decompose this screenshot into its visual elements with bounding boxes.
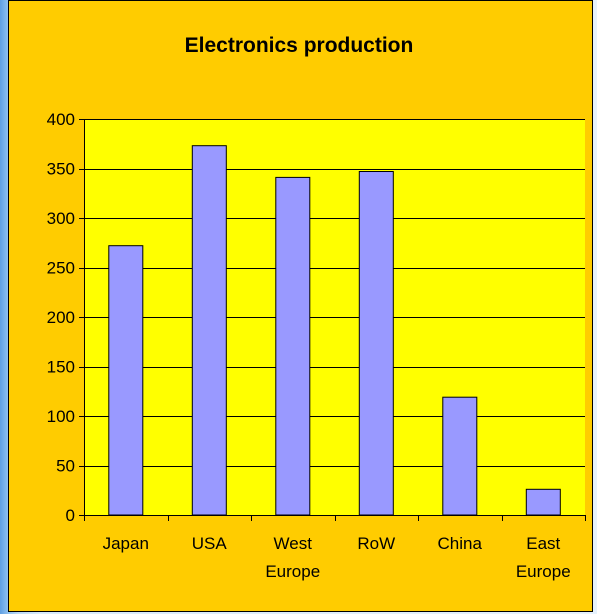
bar — [358, 171, 394, 516]
y-tick-labels: 0 50 100 150 200 250 300 350 400 — [47, 110, 75, 525]
bar — [275, 176, 311, 516]
y-tick-label: 250 — [47, 259, 75, 278]
y-tick-label: 400 — [47, 110, 75, 129]
x-tick-label: East Europe — [516, 534, 571, 581]
x-tick-label: China — [438, 534, 483, 553]
bar — [108, 245, 144, 516]
gridlines — [84, 119, 585, 467]
y-tick-label: 150 — [47, 358, 75, 377]
x-tick-label: Japan — [103, 534, 149, 553]
x-tick-label: RoW — [357, 534, 395, 553]
x-tick-label: West Europe — [265, 534, 320, 581]
axes — [79, 119, 586, 521]
y-tick-label: 350 — [47, 160, 75, 179]
y-tick-label: 50 — [56, 457, 75, 476]
bar — [525, 488, 561, 516]
y-tick-label: 0 — [66, 506, 75, 525]
x-tick-label: USA — [192, 534, 228, 553]
chart-area: Electronics production 0 50 100 150 200 250 30… — [8, 0, 593, 612]
x-tick-labels: Japan USA West Europe RoW China East Europe — [103, 534, 571, 581]
bars — [108, 145, 561, 516]
y-tick-label: 300 — [47, 209, 75, 228]
bar — [442, 396, 478, 516]
y-tick-label: 100 — [47, 407, 75, 426]
chart-title: Electronics production — [185, 34, 414, 57]
chart: Electronics production 0 50 100 150 200 250 30… — [47, 34, 586, 581]
bar — [191, 145, 227, 516]
y-tick-label: 200 — [47, 308, 75, 327]
